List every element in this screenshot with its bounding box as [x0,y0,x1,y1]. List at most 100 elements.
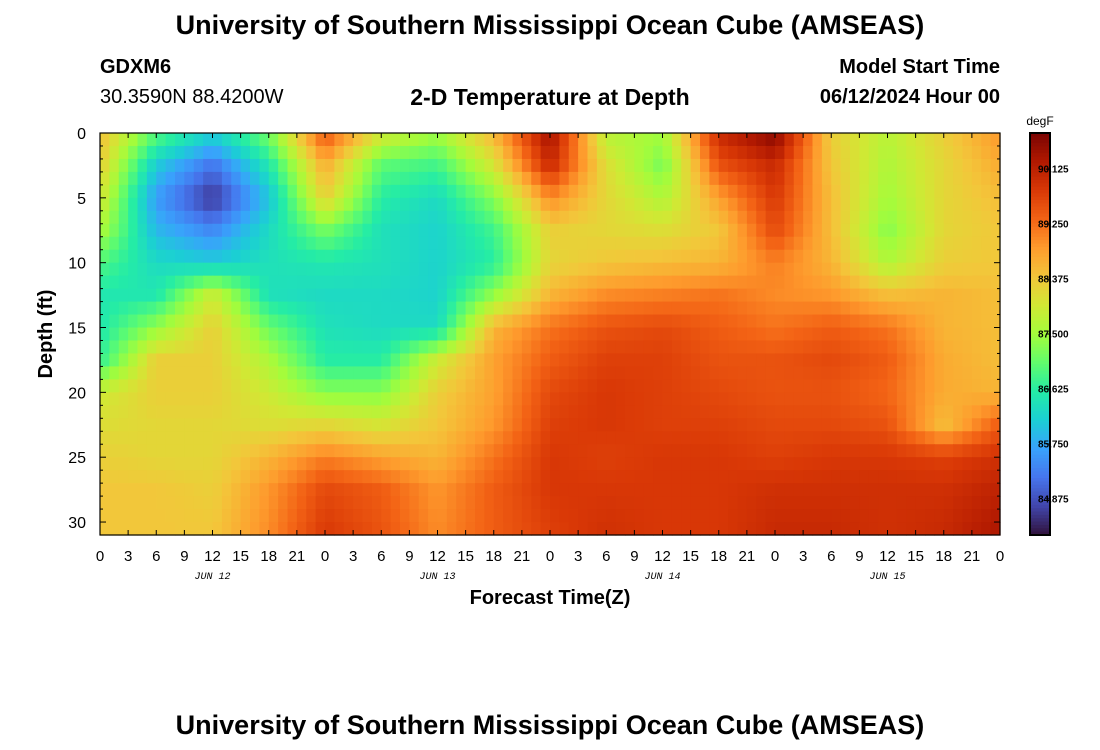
heatmap-cell [625,184,635,199]
heatmap-cell [578,392,589,406]
heatmap-cell [812,223,823,238]
heatmap-cell [840,133,851,147]
heatmap-cell [962,470,973,484]
heatmap-cell [915,340,926,355]
x-tick-label: 6 [377,548,385,565]
heatmap-cell [606,457,617,471]
heatmap-cell [371,262,382,277]
heatmap-cell [353,184,364,199]
heatmap-cell [934,158,945,173]
colorbar-segment [1030,330,1050,335]
heatmap-cell [315,444,326,458]
heatmap-cell [606,379,617,393]
heatmap-cell [784,392,795,406]
heatmap-cell [681,405,692,419]
heatmap-cell [915,379,926,393]
heatmap-cell [362,210,373,225]
heatmap-cell [212,366,223,380]
heatmap-cell [812,392,823,406]
heatmap-cell [278,171,289,186]
heatmap-cell [362,353,373,368]
heatmap-cell [821,262,832,277]
heatmap-cell [128,262,139,277]
heatmap-cell [803,171,814,186]
heatmap-cell [493,444,504,458]
heatmap-cell [221,483,232,497]
heatmap-cell [503,158,514,173]
heatmap-cell [128,210,139,225]
heatmap-cell [962,236,973,251]
heatmap-cell [287,145,298,160]
heatmap-cell [409,444,420,458]
heatmap-cell [193,275,204,290]
heatmap-cell [381,431,392,445]
heatmap-cell [821,197,832,212]
heatmap-cell [175,249,185,264]
heatmap-cell [550,133,560,147]
heatmap-cell [203,483,214,497]
heatmap-cell [812,145,823,160]
heatmap-cell [812,327,823,342]
heatmap-cell [559,275,570,290]
heatmap-cell [231,249,242,264]
heatmap-cell [596,483,607,497]
heatmap-cell [840,197,851,212]
heatmap-cell [381,210,392,225]
heatmap-cell [540,431,551,445]
heatmap-cell [409,405,420,419]
heatmap-cell [296,262,307,277]
heatmap-cell [803,418,814,432]
heatmap-cell [531,236,542,251]
heatmap-cell [821,418,832,432]
heatmap-cell [709,262,720,277]
heatmap-cell [803,470,814,484]
heatmap-cell [221,210,232,225]
heatmap-cell [334,366,345,380]
heatmap-cell [540,262,551,277]
heatmap-cell [915,444,926,458]
heatmap-cell [484,496,495,510]
heatmap-cell [278,236,289,251]
heatmap-cell [268,431,279,445]
heatmap-cell [690,340,701,355]
heatmap-cell [475,522,485,536]
heatmap-cell [109,133,120,147]
heatmap-cell [306,171,317,186]
heatmap-cell [381,145,392,160]
heatmap-cell [775,431,785,445]
heatmap-cell [568,496,579,510]
heatmap-cell [906,288,917,303]
heatmap-cell [100,262,110,277]
heatmap-cell [915,314,926,329]
heatmap-cell [690,327,701,342]
heatmap-cell [587,392,598,406]
heatmap-cell [803,301,814,316]
heatmap-cell [475,288,485,303]
heatmap-cell [146,301,157,316]
heatmap-cell [400,444,410,458]
chart-subtitle: 2-D Temperature at Depth [410,84,690,110]
heatmap-cell [381,496,392,510]
colorbar-segment [1030,434,1050,439]
heatmap-cell [896,301,907,316]
y-tick-label: 30 [68,515,86,532]
heatmap-cell [971,133,982,147]
colorbar-segment [1030,156,1050,161]
heatmap-cell [437,353,448,368]
heatmap-cell [840,301,851,316]
heatmap-cell [325,418,335,432]
heatmap-cell [203,210,214,225]
heatmap-cell [775,327,785,342]
heatmap-cell [925,509,935,523]
heatmap-cell [718,431,729,445]
heatmap-cell [925,392,935,406]
heatmap-cell [953,522,964,536]
heatmap-cell [925,522,935,536]
heatmap-cell [653,184,664,199]
heatmap-cell [728,145,739,160]
heatmap-cell [278,314,289,329]
heatmap-cell [325,327,335,342]
heatmap-cell [925,431,935,445]
heatmap-cell [634,392,645,406]
heatmap-cell [137,353,148,368]
